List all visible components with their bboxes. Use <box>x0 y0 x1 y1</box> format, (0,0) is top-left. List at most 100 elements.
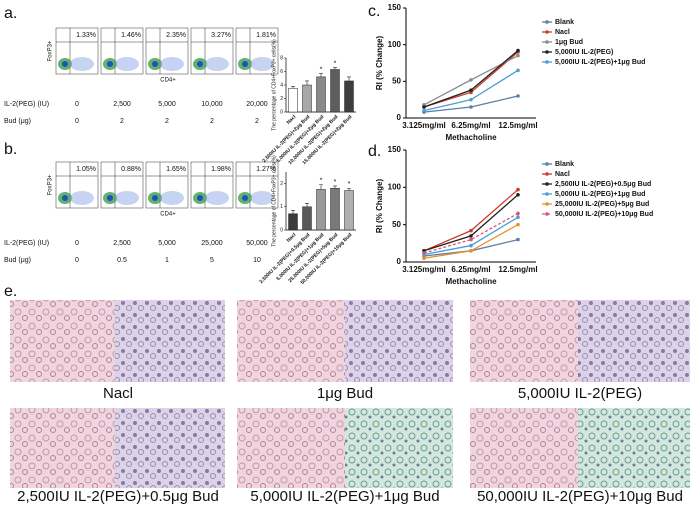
row-value: 0 <box>75 257 79 264</box>
point <box>422 108 426 113</box>
y-axis-label: RI (% Change) <box>375 36 384 91</box>
line <box>423 189 519 252</box>
point <box>422 105 426 109</box>
bar <box>288 88 298 113</box>
y-tick-label: 2 <box>280 181 283 187</box>
histology-images <box>10 300 690 488</box>
row-label: IL-2(PEG) (IU) <box>4 240 49 247</box>
image <box>578 408 690 488</box>
row-value: 5 <box>210 257 214 264</box>
flow-y-label: FoxP3+ <box>48 174 54 195</box>
legend-label: 5,000IU IL-2(PEG) <box>555 49 613 56</box>
legend-swatch <box>545 162 549 166</box>
y-tick-label: 100 <box>388 40 402 49</box>
error-bar <box>333 185 337 189</box>
image <box>470 300 578 382</box>
image <box>237 300 345 382</box>
y-tick-label: 50 <box>392 76 401 85</box>
cell-cluster <box>70 191 94 205</box>
y-tick-label: 50 <box>392 220 401 229</box>
legend-swatch <box>545 192 549 196</box>
row-value: 10,000 <box>201 101 223 108</box>
legend-swatch <box>545 20 549 24</box>
point <box>469 234 473 238</box>
image <box>345 408 453 488</box>
cell-cluster <box>197 195 203 201</box>
row-value: 2 <box>255 118 259 125</box>
row-value: 5,000 <box>158 101 176 108</box>
legend-swatch <box>545 202 549 206</box>
legend-swatch <box>545 60 549 64</box>
row-label: Bud (μg) <box>4 257 31 264</box>
legend-label: 2,500IU IL-2(PEG)+0.5μg Bud <box>555 181 651 188</box>
point <box>422 251 426 255</box>
point <box>469 97 473 102</box>
row-value: 5,000 <box>158 240 176 247</box>
x-tick-label: 12.5mg/ml <box>498 121 537 130</box>
y-axis-label: RI (% Change) <box>375 179 384 234</box>
cell-cluster <box>160 57 184 71</box>
line <box>423 238 519 257</box>
row-value: 10 <box>253 257 261 264</box>
point <box>516 193 520 197</box>
y-tick-label: 0 <box>280 109 283 115</box>
percentage: 1.33% <box>76 32 96 39</box>
bar <box>330 187 340 231</box>
y-tick-label: 8 <box>280 55 283 61</box>
significance: * <box>334 60 337 67</box>
panel-label: b. <box>4 141 17 158</box>
panel-label: d. <box>368 143 381 160</box>
error-bar <box>291 86 295 89</box>
error-bar <box>347 187 351 191</box>
y-tick-label: 150 <box>388 145 402 154</box>
point <box>469 88 473 92</box>
error-bar <box>347 76 351 81</box>
cell-cluster <box>152 195 158 201</box>
cell-cluster <box>205 191 229 205</box>
cell-cluster <box>250 191 274 205</box>
y-tick-label: 100 <box>388 182 402 191</box>
legend-label: 25,000IU IL-2(PEG)+5μg Bud <box>555 201 649 208</box>
error-bar <box>305 80 309 85</box>
y-tick-label: 0 <box>397 257 402 266</box>
percentage: 0.88% <box>121 166 141 173</box>
point <box>469 249 473 253</box>
bar <box>288 213 298 231</box>
point <box>516 237 520 242</box>
bar <box>316 189 326 231</box>
point <box>516 222 520 227</box>
cell-cluster <box>250 57 274 71</box>
cell-cluster <box>107 195 113 201</box>
legend-label: 5,000IU IL-2(PEG)+1μg Bud <box>555 191 645 198</box>
significance: * <box>320 178 323 185</box>
point <box>469 105 473 109</box>
cell-cluster <box>242 61 248 67</box>
flow-y-label: FoxP3+ <box>48 40 54 61</box>
percentage: 1.05% <box>76 166 96 173</box>
image <box>10 408 115 488</box>
x-tick-label: 6.25mg/ml <box>451 265 490 274</box>
point <box>469 243 473 248</box>
point <box>516 48 520 53</box>
point <box>516 187 520 192</box>
y-tick-label: 0 <box>280 227 283 233</box>
image <box>10 300 115 382</box>
row-value: 20,000 <box>246 101 268 108</box>
percentage: 3.27% <box>211 32 231 39</box>
cell-cluster <box>152 61 158 67</box>
percentage: 1.27% <box>256 166 276 173</box>
bar <box>344 80 354 113</box>
legend-label: 5,000IU IL-2(PEG)+1μg Bud <box>555 59 645 66</box>
cell-cluster <box>242 195 248 201</box>
y-tick-label: 150 <box>388 3 402 12</box>
row-value: 2,500 <box>113 240 131 247</box>
y-tick-label: 4 <box>280 82 283 88</box>
legend-swatch <box>545 50 549 54</box>
point <box>469 228 473 233</box>
row-label: IL-2(PEG) (IU) <box>4 101 49 108</box>
row-value: 2 <box>120 118 124 125</box>
cell-cluster <box>62 195 68 201</box>
row-value: 25,000 <box>201 240 223 247</box>
x-tick-label: 3.125mg/ml <box>402 265 446 274</box>
percentage: 1.65% <box>166 166 186 173</box>
